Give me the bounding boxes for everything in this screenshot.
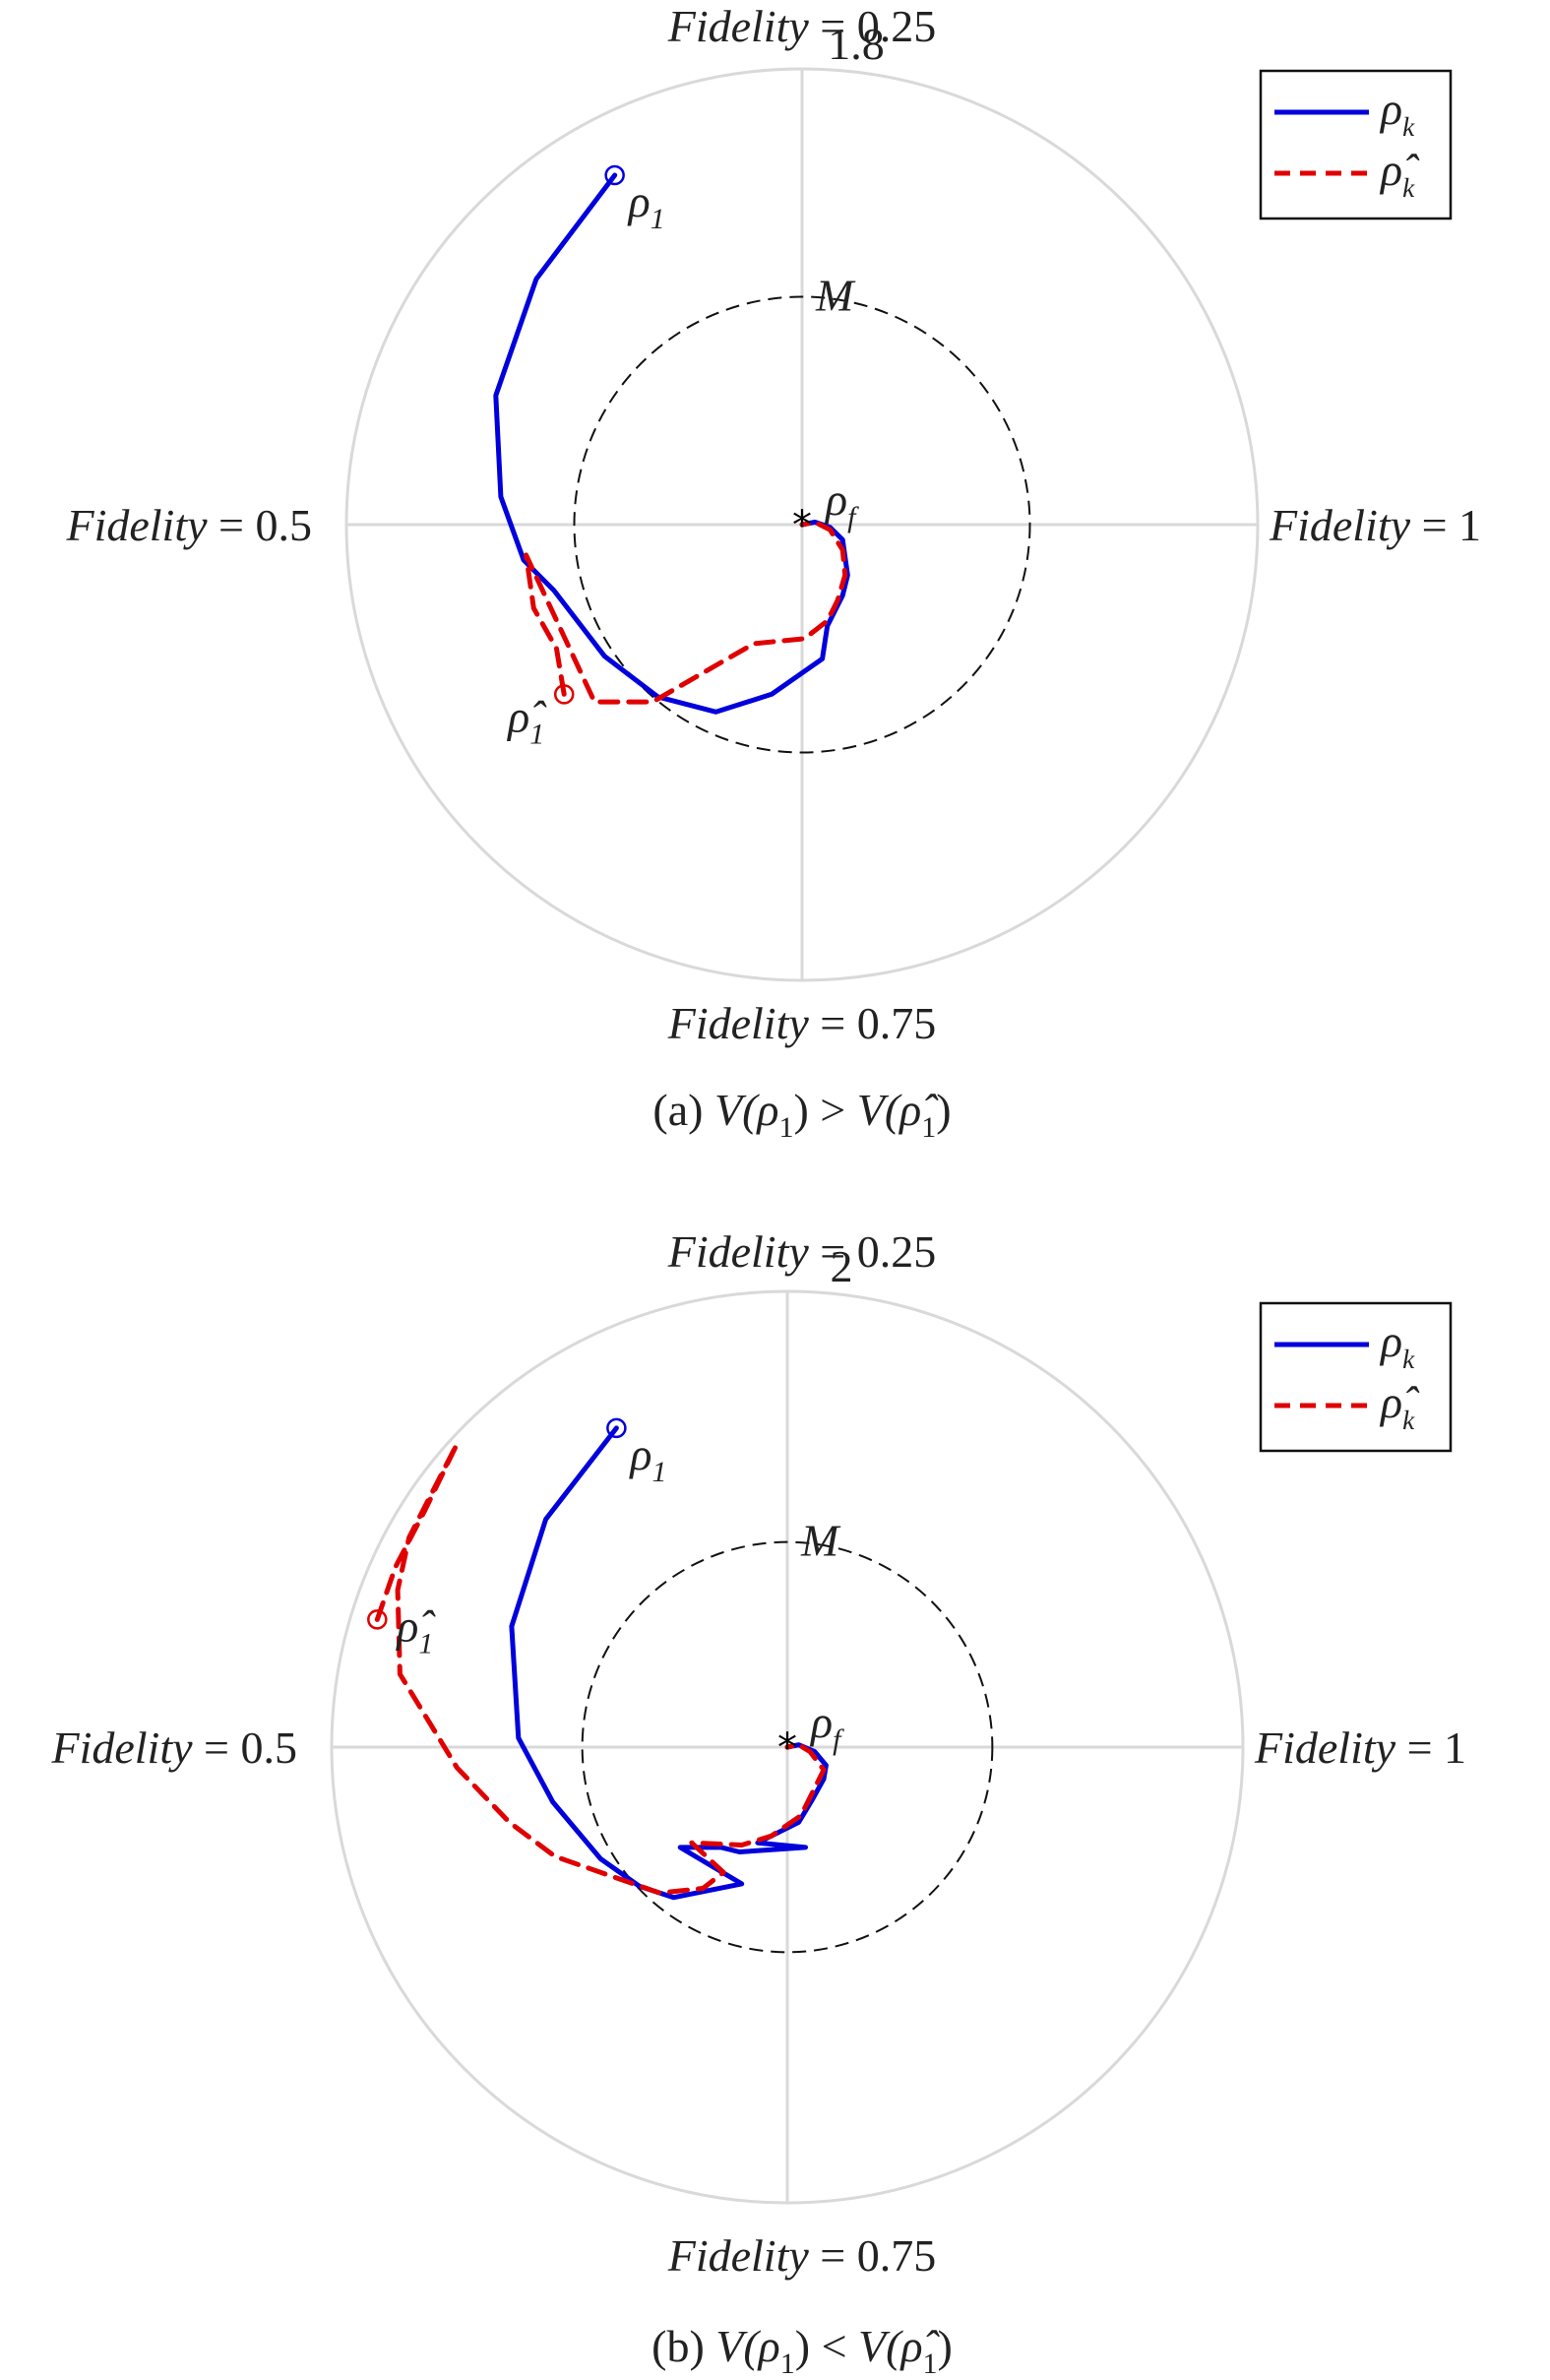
series-line-rho_k [493,172,850,715]
start-label-rho: ρ1 [627,176,665,235]
rho-f-star-marker: * [792,503,812,548]
angular-label-top: Fidelity = 0.25 [667,1,937,51]
start-marker-rho_k [604,164,625,186]
M-circle [573,295,1031,754]
panel-a: M 1.8 Fidelity = 0.25 Fidelity = 0.5 Fidelit… [65,1,1481,1144]
start-marker-rho_hat_k [367,1609,388,1630]
angular-label-right: Fidelity = 1 [1254,1722,1466,1773]
angular-label-bottom: Fidelity = 0.75 [667,2230,937,2281]
series-line-rho_hat_k [524,519,848,705]
rho-f-star-marker: * [777,1725,797,1771]
start-label-rho-hat: ρ̂1 [506,691,547,750]
start-label-rho-hat: ρ̂1 [395,1600,436,1660]
legend-label-0: ρk [1379,1316,1415,1374]
series-line-rho_k [509,1425,829,1901]
legend-box [1259,1301,1453,1453]
start-label-rho: ρ1 [628,1429,666,1488]
angular-label-left: Fidelity = 0.5 [65,500,312,550]
panel-b: M 2 Fidelity = 0.25 Fidelity = 0.5 Fidelity … [0,1190,1550,2380]
start-marker-rho_k [606,1417,627,1439]
radial-max-label: 2 [831,1241,853,1291]
panel-caption: (b) V(ρ1) < V(ρ̂1) [651,2321,953,2380]
series-line-rho_hat_k [374,1441,827,1896]
legend-label-0: ρk [1379,84,1415,142]
M-label: M [815,271,856,321]
radial-max-label: 1.8 [828,19,885,69]
angular-label-right: Fidelity = 1 [1269,500,1481,550]
legend-box [1259,69,1453,220]
start-marker-rho_hat_k [553,684,575,705]
M-label: M [800,1516,841,1566]
angular-label-left: Fidelity = 0.5 [50,1722,297,1773]
M-circle [581,1540,994,1954]
angular-label-top: Fidelity = 0.25 [667,1226,937,1277]
panel-caption: (a) V(ρ1) > V(ρ̂1) [652,1085,951,1144]
angular-label-bottom: Fidelity = 0.75 [667,998,937,1048]
